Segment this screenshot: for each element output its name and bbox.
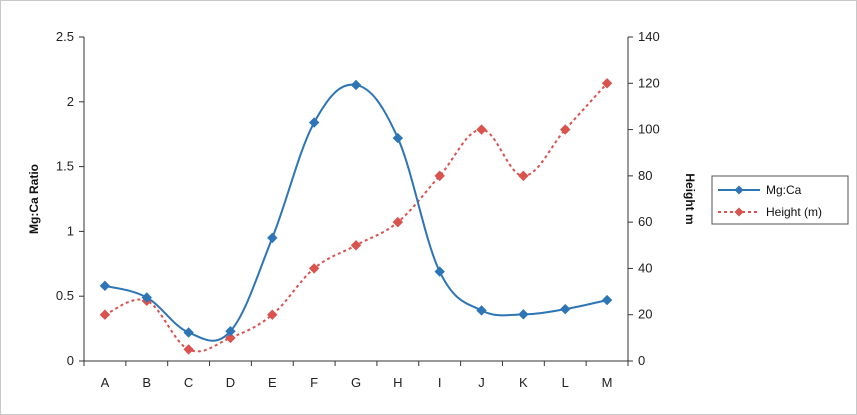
x-tick-label: D <box>226 375 235 390</box>
y2-tick-label: 120 <box>638 75 660 90</box>
y2-tick-label: 0 <box>638 353 645 368</box>
y-axis-label: Mg:Ca Ratio <box>27 164 41 234</box>
y-tick-label: 0 <box>67 353 74 368</box>
y2-tick-label: 40 <box>638 260 652 275</box>
data-point-height <box>225 332 236 344</box>
data-point-mgca <box>141 292 152 303</box>
legend-label-height: Height (m) <box>766 205 822 219</box>
legend: Mg:Ca Height (m) <box>711 175 849 225</box>
data-point-height <box>434 170 445 182</box>
axes: 0 0.5 1 1.5 2 2.5 0 20 40 60 80 100 120 140 A B C D E F G H I J… <box>56 29 660 390</box>
data-point-height <box>267 309 278 320</box>
data-point-height <box>308 263 320 274</box>
x-tick-label: M <box>602 375 613 390</box>
x-tick-label: C <box>184 375 193 390</box>
y2-tick-label: 20 <box>638 307 652 322</box>
data-point-mgca <box>518 309 529 320</box>
data-point-height <box>560 124 571 135</box>
x-tick-label: F <box>310 375 318 390</box>
y-tick-label: 1.5 <box>56 159 74 174</box>
plot-series <box>99 78 613 355</box>
legend-box <box>711 175 849 225</box>
data-point-height <box>183 344 194 355</box>
x-tick-label: H <box>393 375 402 390</box>
x-tick-label: E <box>268 375 277 390</box>
data-point-height <box>476 124 487 135</box>
data-point-mgca <box>225 325 236 337</box>
legend-marker-height <box>734 207 744 217</box>
y-tick-label: 0.5 <box>56 288 74 303</box>
data-point-mgca <box>476 305 487 316</box>
data-point-mgca <box>434 266 445 277</box>
legend-marker-mgca <box>734 185 744 195</box>
data-point-mgca <box>560 303 571 315</box>
data-point-mgca <box>601 294 613 306</box>
data-point-height <box>518 170 529 182</box>
data-point-mgca <box>99 280 111 292</box>
data-point-mgca <box>267 232 278 244</box>
data-point-mgca <box>183 327 194 338</box>
y-tick-label: 2 <box>67 94 74 109</box>
legend-label-mgca: Mg:Ca <box>766 183 802 197</box>
x-tick-label: A <box>101 375 110 390</box>
y2-tick-label: 140 <box>638 29 660 44</box>
data-point-mgca <box>308 117 320 128</box>
data-point-mgca <box>392 132 404 144</box>
data-point-height <box>350 240 362 251</box>
x-tick-label: B <box>142 375 151 390</box>
x-tick-label: L <box>562 375 569 390</box>
data-point-height <box>601 78 613 89</box>
x-tick-label: G <box>351 375 361 390</box>
y2-tick-label: 100 <box>638 122 660 137</box>
y-tick-label: 1 <box>67 223 74 238</box>
x-tick-label: J <box>478 375 485 390</box>
x-tick-label: I <box>438 375 442 390</box>
y2-tick-label: 80 <box>638 168 652 183</box>
x-tick-label: K <box>519 375 528 390</box>
data-point-height <box>392 216 404 228</box>
y-tick-label: 2.5 <box>56 29 74 44</box>
data-point-height <box>99 309 111 320</box>
y2-axis-label: Height m <box>683 173 697 224</box>
data-point-mgca <box>350 79 362 91</box>
y2-tick-label: 60 <box>638 214 652 229</box>
